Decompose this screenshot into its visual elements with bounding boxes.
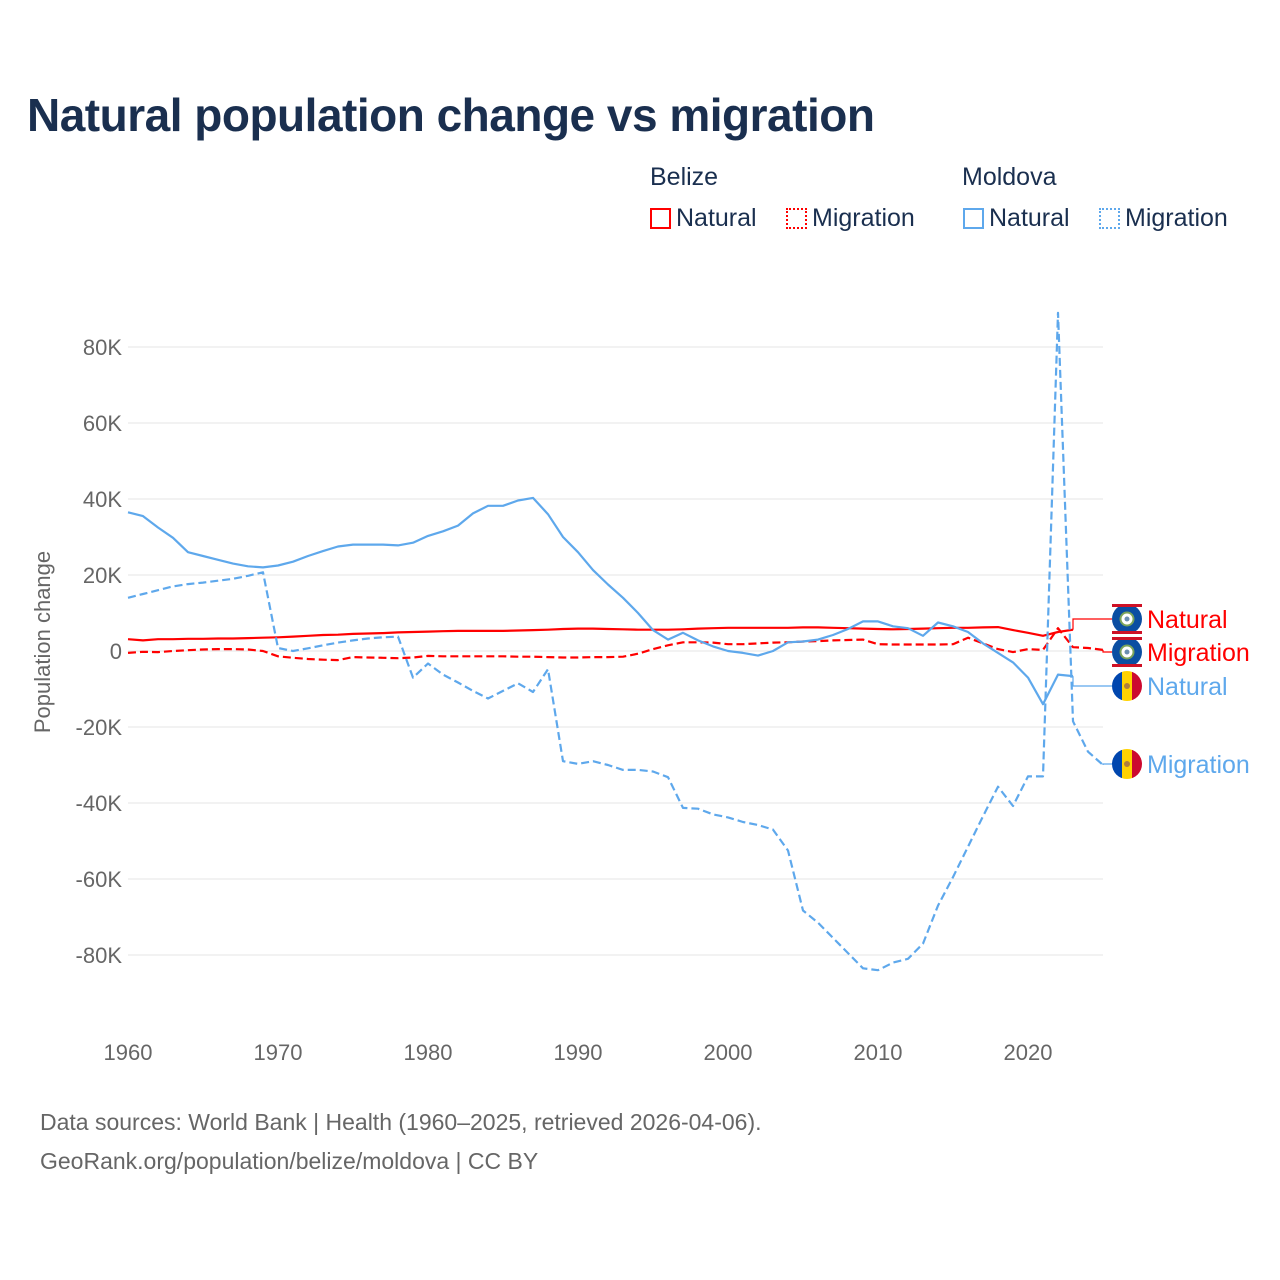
dotted-swatch-icon: [786, 208, 807, 229]
label-connector: [1072, 618, 1112, 630]
x-tick-label: 2020: [1004, 1040, 1053, 1065]
flag-blue: [1112, 749, 1122, 779]
flag-blue: [1112, 671, 1122, 701]
legend-label: Natural: [989, 204, 1070, 232]
flag-red: [1132, 671, 1142, 701]
label-connector: [1102, 763, 1112, 765]
y-tick-label: 60K: [83, 411, 122, 436]
legend-group-belize: Belize: [650, 163, 719, 191]
moldova-flag-icon: [1112, 671, 1142, 701]
moldova-flag-icon: [1112, 749, 1142, 779]
y-tick-label: -80K: [76, 943, 123, 968]
belize-flag-icon: [1112, 604, 1142, 634]
flag-emblem: [1124, 761, 1130, 767]
legend-group-moldova: Moldova: [962, 163, 1057, 191]
solid-swatch-icon: [650, 208, 671, 229]
legend-moldova-migration[interactable]: Migration: [1099, 204, 1228, 233]
solid-swatch-icon: [963, 208, 984, 229]
label-connector: [1072, 676, 1112, 687]
y-axis-label: Population change: [30, 551, 55, 733]
belize-flag-icon: [1112, 637, 1142, 667]
series-end-label: Migration: [1147, 751, 1250, 779]
legend-belize-migration[interactable]: Migration: [786, 204, 915, 233]
y-tick-label: 40K: [83, 487, 122, 512]
legend-label: Migration: [812, 204, 915, 232]
series-line-belize-migration: [127, 627, 1104, 662]
y-tick-label: 20K: [83, 563, 122, 588]
flag-stripe: [1112, 631, 1142, 634]
flag-stripe: [1112, 604, 1142, 607]
flag-stripe: [1112, 637, 1142, 640]
x-tick-label: 1990: [554, 1040, 603, 1065]
y-tick-label: 80K: [83, 335, 122, 360]
flag-emblem-center: [1124, 616, 1130, 622]
legend-label: Migration: [1125, 204, 1228, 232]
chart-title: Natural population change vs migration: [27, 89, 875, 141]
series-end-label: Migration: [1147, 639, 1250, 667]
series-line-moldova-natural: [127, 496, 1074, 706]
x-tick-label: 2010: [854, 1040, 903, 1065]
flag-emblem: [1124, 683, 1130, 689]
y-tick-label: -40K: [76, 791, 123, 816]
footer-link[interactable]: GeoRank.org/population/belize/moldova | …: [40, 1148, 539, 1174]
footer-sources: Data sources: World Bank | Health (1960–…: [40, 1109, 762, 1135]
y-tick-label: -60K: [76, 867, 123, 892]
dotted-swatch-icon: [1099, 208, 1120, 229]
label-connector: [1102, 649, 1112, 653]
flag-emblem-center: [1124, 649, 1130, 655]
x-tick-label: 1970: [254, 1040, 303, 1065]
y-tick-label: 0: [110, 639, 122, 664]
legend-label: Natural: [676, 204, 757, 232]
series-end-label: Natural: [1147, 673, 1228, 701]
flag-red: [1132, 749, 1142, 779]
x-tick-label: 2000: [704, 1040, 753, 1065]
legend-belize-natural[interactable]: Natural: [650, 204, 757, 233]
x-tick-label: 1980: [404, 1040, 453, 1065]
flag-stripe: [1112, 664, 1142, 667]
y-tick-label: -20K: [76, 715, 123, 740]
legend-moldova-natural[interactable]: Natural: [963, 204, 1070, 233]
x-tick-label: 1960: [104, 1040, 153, 1065]
series-end-label: Natural: [1147, 606, 1228, 634]
series-line-belize-natural: [127, 625, 1074, 642]
